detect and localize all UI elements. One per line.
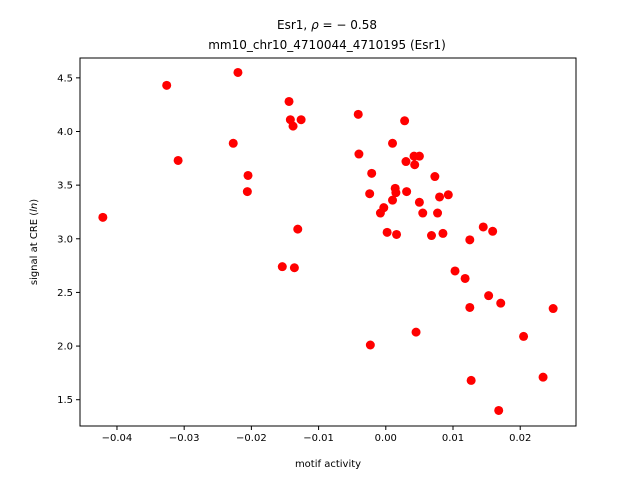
y-tick-label: 1.5: [57, 395, 73, 406]
chart-subtitle: mm10_chr10_4710044_4710195 (Esr1): [208, 38, 446, 52]
y-axis-label-italic: ln: [29, 203, 40, 212]
chart-title: Esr1, ρ = − 0.58: [277, 18, 377, 32]
data-point: [392, 229, 402, 239]
data-point: [277, 262, 287, 272]
data-point: [460, 273, 470, 283]
data-point: [401, 157, 411, 167]
y-tick-label: 3.5: [57, 181, 73, 192]
data-point: [478, 222, 488, 232]
x-tick-label: −0.03: [169, 433, 200, 444]
data-point: [391, 188, 401, 198]
title-rho-symbol: ρ: [311, 18, 319, 32]
data-point: [228, 138, 238, 148]
data-point: [162, 80, 172, 90]
x-tick-label: 0.01: [442, 433, 464, 444]
data-point: [427, 231, 436, 241]
x-axis-label: motif activity: [295, 459, 361, 470]
data-point: [173, 155, 183, 165]
data-point: [438, 228, 448, 238]
x-tick-label: 0.00: [375, 433, 397, 444]
data-point: [435, 192, 445, 202]
data-point: [382, 227, 392, 237]
data-point: [365, 189, 375, 199]
data-point: [354, 149, 364, 159]
data-point: [465, 302, 475, 312]
data-point: [388, 138, 398, 148]
data-point: [488, 226, 498, 236]
data-point: [414, 197, 424, 207]
y-axis-label-prefix: signal at CRE (: [29, 212, 40, 285]
y-tick-label: 2.0: [57, 342, 73, 353]
plot-area: [98, 67, 558, 415]
data-point: [548, 304, 558, 314]
data-point: [418, 208, 428, 218]
x-tick-label: −0.02: [236, 433, 267, 444]
data-point: [430, 172, 440, 182]
x-tick-label: −0.01: [303, 433, 334, 444]
data-point: [494, 405, 504, 415]
data-point: [466, 375, 476, 385]
data-point: [296, 115, 306, 125]
y-tick-label: 2.5: [57, 288, 73, 299]
data-point: [353, 109, 363, 119]
y-axis-label-suffix: ): [29, 199, 40, 203]
title-equals: =: [319, 18, 337, 32]
data-point: [379, 203, 389, 213]
data-point: [289, 263, 299, 273]
data-point: [433, 208, 443, 218]
axes-frame: [79, 57, 577, 427]
data-point: [367, 168, 377, 178]
title-rho-value: − 0.58: [336, 18, 377, 32]
data-point: [496, 298, 506, 308]
y-axis-ticks: 1.5 2.0 2.5 3.0 3.5 4.0 4.5: [57, 73, 80, 406]
data-point: [400, 116, 410, 126]
data-point: [519, 331, 529, 341]
data-point: [288, 121, 298, 131]
data-point: [284, 96, 294, 106]
y-axis-label: signal at CRE (ln): [29, 199, 40, 285]
title-gene: Esr1: [277, 18, 303, 32]
data-point: [465, 235, 475, 245]
data-point: [414, 151, 424, 161]
title-separator: ,: [303, 18, 311, 32]
x-axis-ticks: −0.04 −0.03 −0.02 −0.01 0.00 0.01 0.02: [102, 426, 531, 444]
data-point: [365, 340, 375, 350]
data-point: [450, 266, 460, 276]
data-point: [98, 212, 108, 222]
x-tick-label: 0.02: [509, 433, 531, 444]
data-point: [293, 224, 303, 234]
data-point: [388, 195, 398, 205]
data-point: [443, 190, 453, 200]
data-point: [484, 291, 494, 301]
data-point: [233, 67, 243, 77]
data-point: [402, 187, 412, 197]
y-tick-label: 4.0: [57, 127, 73, 138]
x-tick-label: −0.04: [102, 433, 133, 444]
data-point: [243, 170, 253, 180]
y-tick-label: 3.0: [57, 234, 73, 245]
data-point: [410, 160, 420, 170]
y-tick-label: 4.5: [57, 73, 73, 84]
data-point: [242, 187, 252, 197]
data-point: [411, 327, 421, 337]
data-point: [538, 372, 548, 382]
